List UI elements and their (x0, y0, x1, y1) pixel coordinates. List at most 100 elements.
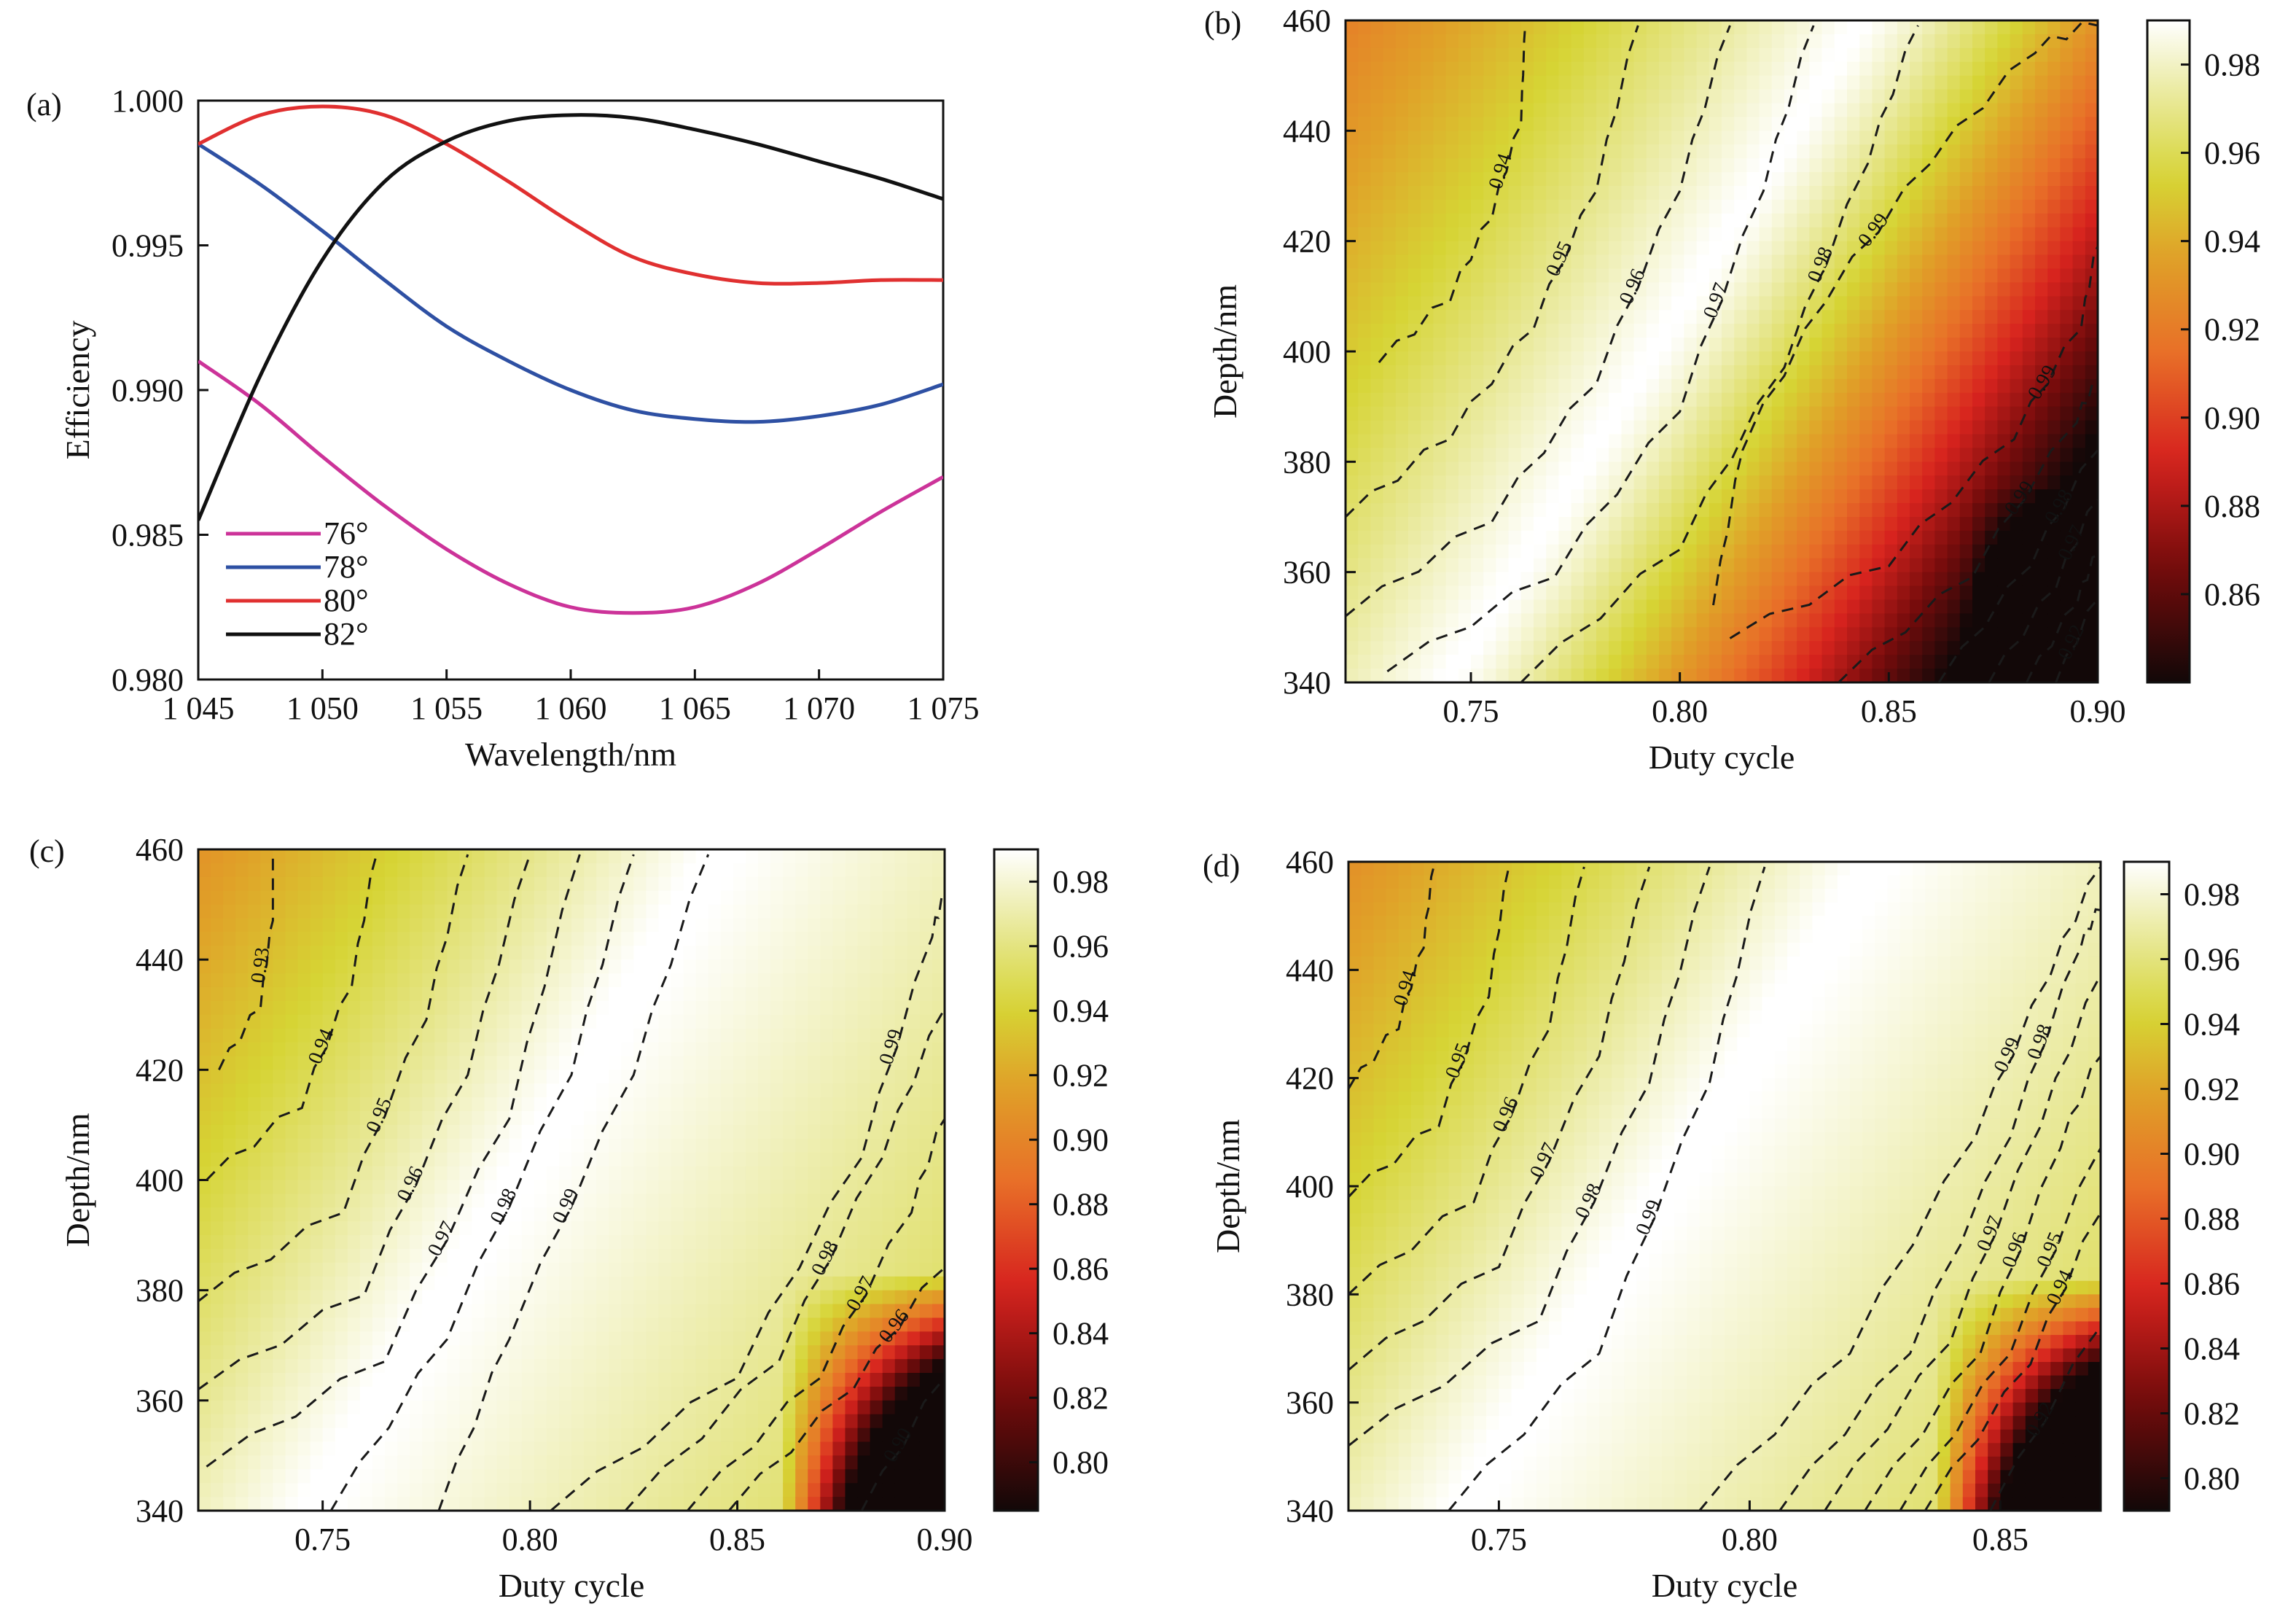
heatmap-cell (1583, 310, 1597, 324)
heatmap-cell (1709, 103, 1722, 118)
heatmap-cell (1496, 103, 1510, 118)
heatmap-cell (297, 1028, 311, 1043)
heatmap-cell (322, 973, 336, 988)
heatmap-cell (260, 1166, 274, 1181)
heatmap-cell (1722, 434, 1735, 449)
heatmap-cell (273, 1441, 286, 1457)
heatmap-cell (1383, 34, 1397, 49)
heatmap-cell (1821, 572, 1835, 587)
heatmap-cell (459, 973, 473, 988)
heatmap-cell (422, 1317, 436, 1333)
heatmap-cell (1872, 434, 1886, 449)
heatmap-cell (1383, 544, 1397, 559)
heatmap-cell (1596, 544, 1609, 559)
heatmap-cell (1383, 585, 1397, 601)
heatmap-cell (1395, 378, 1409, 394)
heatmap-cell (2047, 462, 2061, 477)
heatmap-cell (571, 1138, 585, 1153)
heatmap-cell (633, 1455, 647, 1471)
heatmap-cell (609, 1138, 622, 1153)
heatmap-cell (1445, 241, 1459, 256)
heatmap-cell (372, 1414, 386, 1429)
heatmap-cell (2010, 655, 2023, 669)
heatmap-cell (1421, 131, 1434, 146)
heatmap-cell (1571, 613, 1585, 628)
heatmap-cell (1609, 627, 1623, 642)
heatmap-cell (596, 876, 609, 892)
heatmap-cell (347, 1345, 361, 1360)
heatmap-cell (496, 918, 510, 933)
heatmap-cell (1408, 558, 1421, 573)
heatmap-cell (683, 1345, 697, 1360)
heatmap-cell (1972, 241, 1985, 256)
heatmap-cell (1633, 613, 1647, 628)
heatmap-cell (1646, 213, 1660, 228)
heatmap-cell (658, 1455, 672, 1471)
heatmap-cell (260, 1152, 274, 1167)
heatmap-cell (273, 1070, 286, 1085)
heatmap-cell (1934, 669, 1948, 683)
heatmap-cell (1370, 365, 1384, 380)
heatmap-cell (1445, 585, 1459, 601)
heatmap-cell (447, 1441, 461, 1457)
heatmap-cell (385, 1400, 398, 1415)
heatmap-cell (1646, 144, 1660, 159)
heatmap-cell (1583, 378, 1597, 394)
heatmap-cell (1571, 296, 1585, 311)
heatmap-cell (2047, 599, 2061, 615)
heatmap-cell (1947, 351, 1961, 366)
heatmap-cell (410, 918, 423, 933)
heatmap-cell (1722, 75, 1735, 90)
heatmap-cell (372, 932, 386, 947)
heatmap-cell (422, 1359, 436, 1374)
heatmap-cell (1633, 158, 1647, 173)
heatmap-cell (410, 1138, 423, 1153)
heatmap-cell (1508, 186, 1522, 200)
heatmap-cell (1897, 558, 1910, 573)
heatmap-cell (1395, 627, 1409, 642)
heatmap-cell (1771, 489, 1785, 504)
heatmap-cell (609, 1000, 622, 1016)
heatmap-cell (1734, 75, 1748, 90)
heatmap-cell (1671, 131, 1685, 146)
heatmap-cell (285, 1469, 299, 1484)
heatmap-cell (1508, 131, 1522, 146)
heatmap-cell (1433, 420, 1447, 435)
heatmap-cell (1797, 213, 1811, 228)
heatmap-cell (1671, 641, 1685, 655)
heatmap-cell (198, 1359, 211, 1374)
heatmap-cell (1346, 268, 1359, 284)
heatmap-cell (198, 1207, 211, 1222)
heatmap-cell (596, 1469, 609, 1484)
heatmap-cell (1621, 158, 1635, 173)
heatmap-cell (1534, 199, 1547, 214)
heatmap-cell (422, 1124, 436, 1140)
heatmap-cell (1834, 282, 1848, 297)
x-axis-label: Wavelength/nm (465, 736, 676, 773)
heatmap-cell (1421, 103, 1434, 118)
heatmap-cell (1496, 282, 1510, 297)
heatmap-cell (1546, 241, 1560, 256)
heatmap-cell (310, 1221, 324, 1236)
heatmap-cell (260, 1455, 274, 1471)
heatmap-cell (1508, 227, 1522, 242)
heatmap-cell (472, 1373, 485, 1387)
heatmap-cell (434, 1083, 448, 1098)
heatmap-cell (1496, 199, 1510, 214)
heatmap-cell (1445, 503, 1459, 518)
heatmap-cell (1934, 392, 1948, 408)
heatmap-cell (1383, 365, 1397, 380)
heatmap-cell (2085, 103, 2098, 118)
heatmap-cell (1596, 282, 1609, 297)
heatmap-cell (509, 1166, 523, 1181)
heatmap-cell (609, 1014, 622, 1029)
heatmap-cell (1872, 572, 1886, 587)
heatmap-cell (1395, 365, 1409, 380)
heatmap-cell (1671, 448, 1685, 463)
heatmap-cell (260, 1317, 274, 1333)
heatmap-cell (297, 1483, 311, 1498)
heatmap-cell (1583, 599, 1597, 615)
heatmap-cell (1383, 131, 1397, 146)
heatmap-cell (2060, 489, 2074, 504)
heatmap-cell (1947, 20, 1961, 35)
